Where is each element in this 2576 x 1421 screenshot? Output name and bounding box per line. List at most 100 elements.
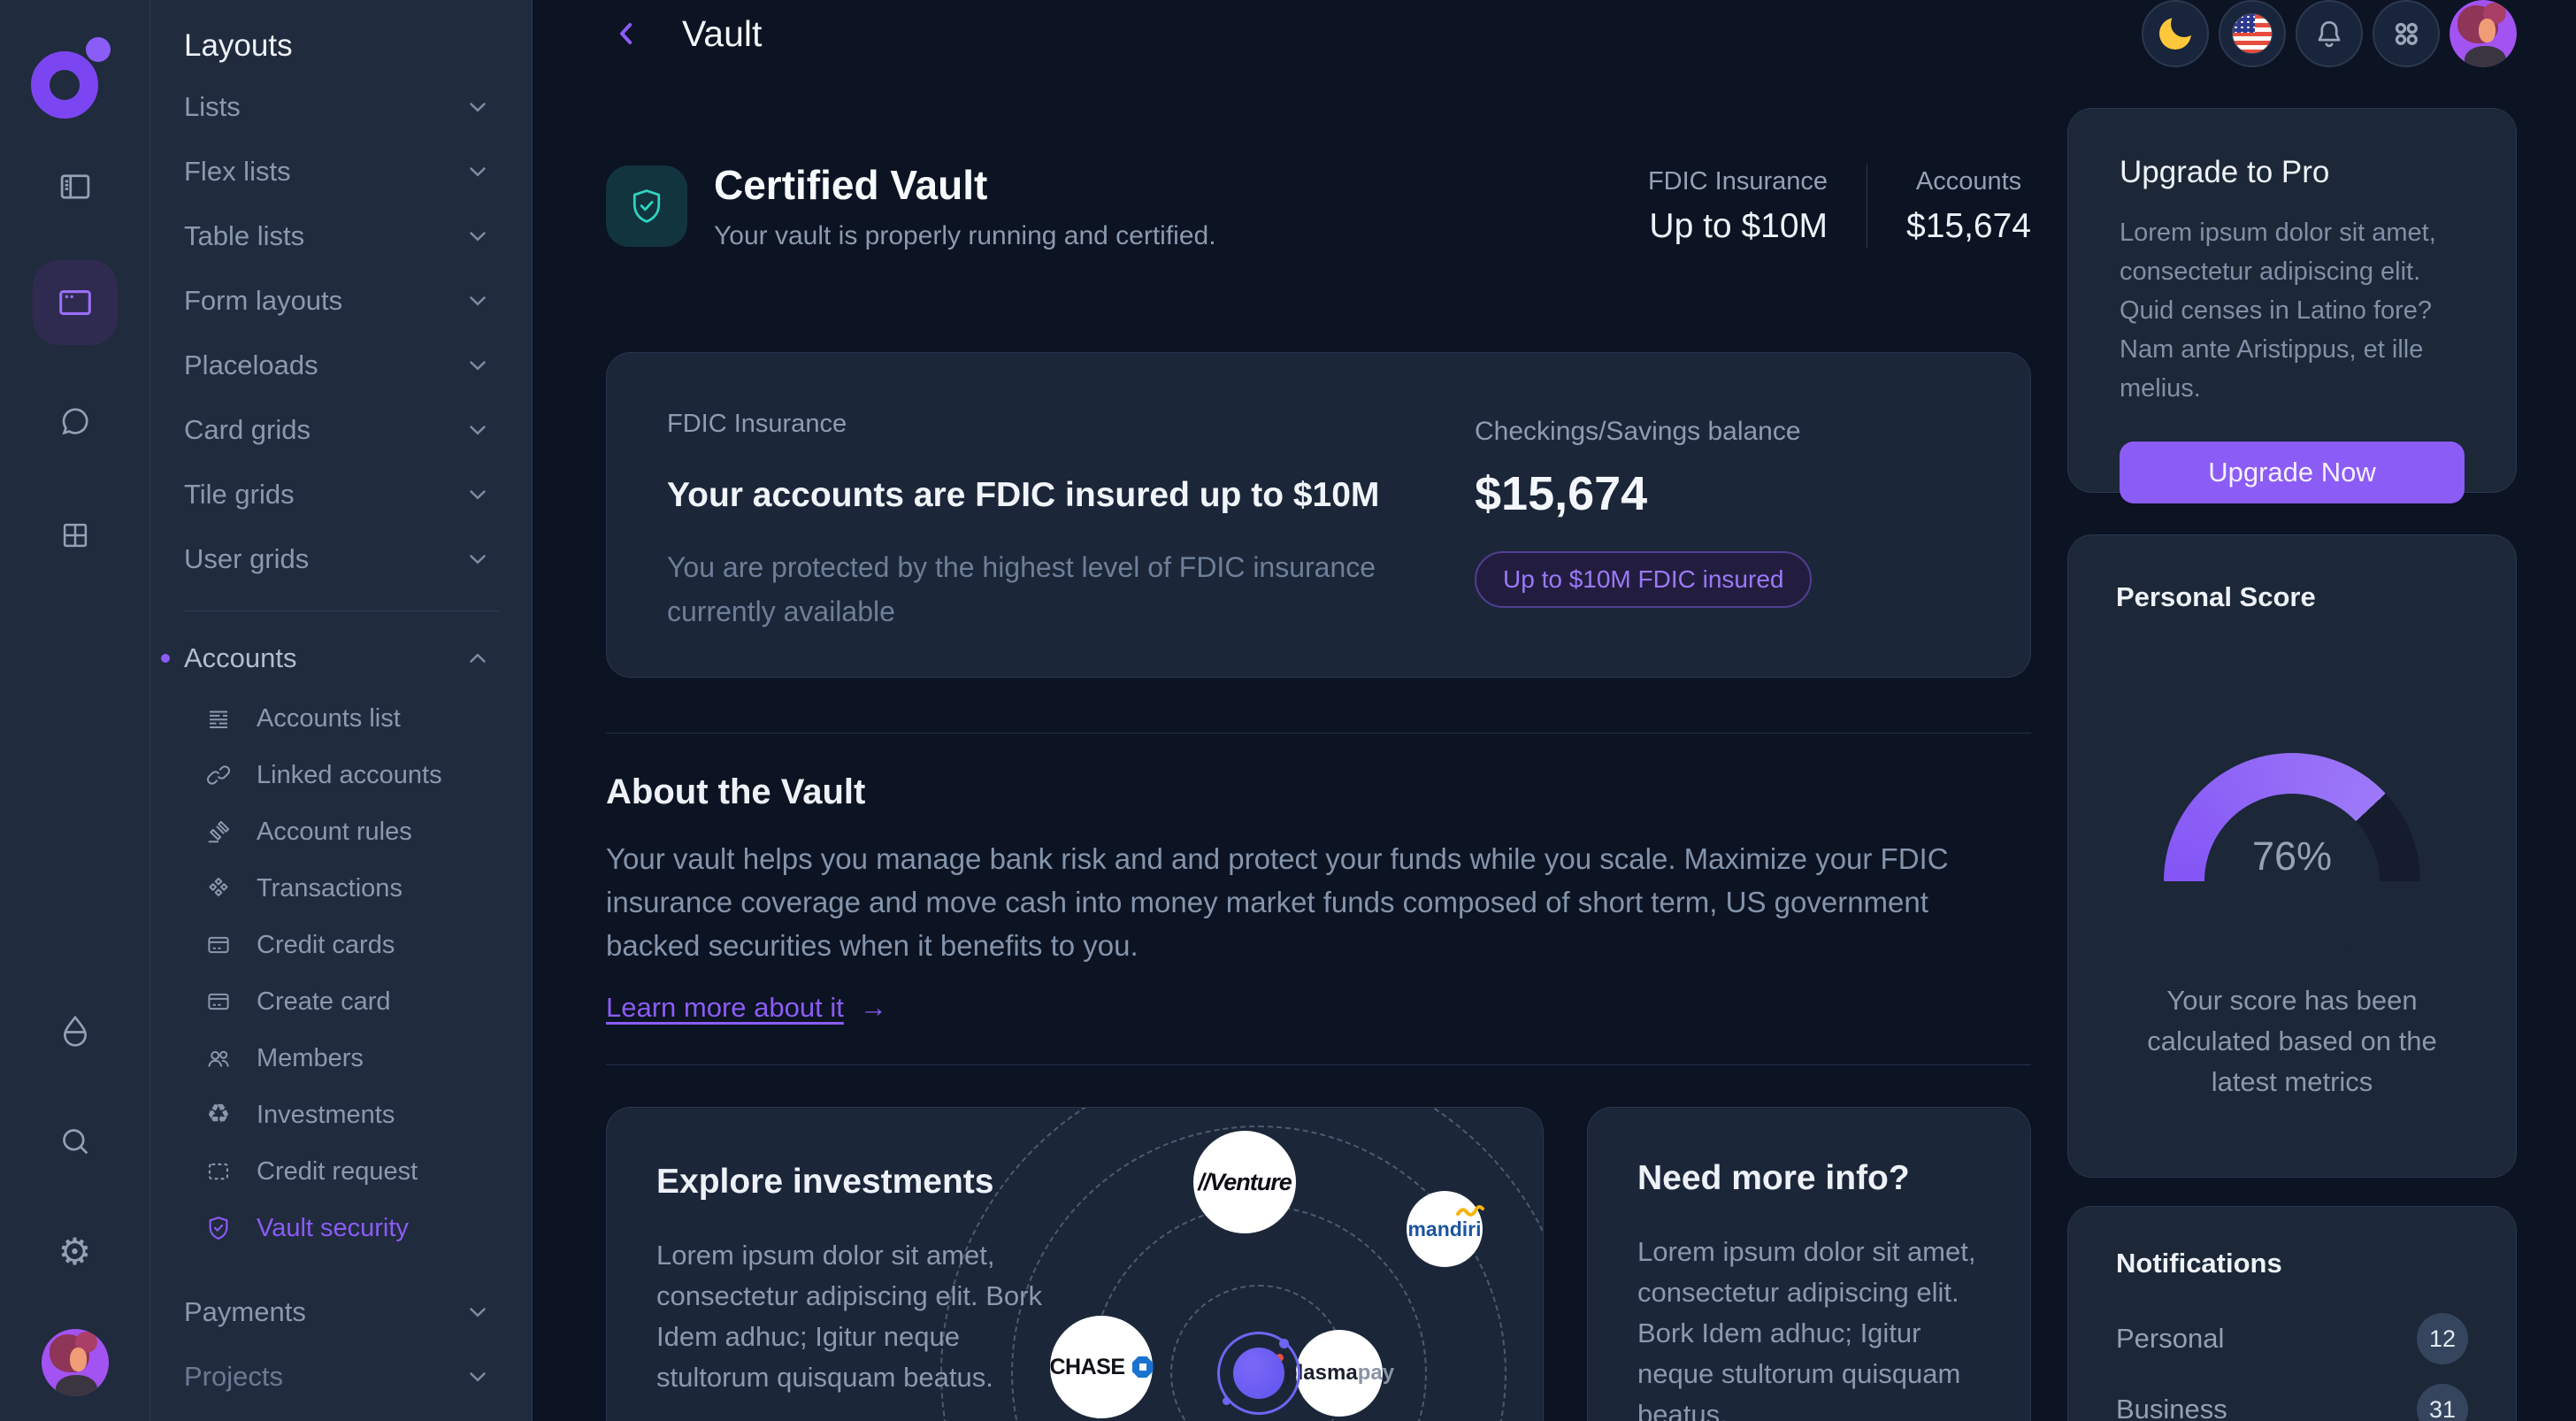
theme-drop-icon[interactable]	[58, 1012, 93, 1048]
sidebar-item-form-layouts[interactable]: Form layouts	[184, 268, 512, 333]
chat-icon[interactable]	[58, 403, 93, 439]
fdic-body: You are protected by the highest level o…	[667, 551, 1376, 627]
need-info-title: Need more info?	[1637, 1159, 1910, 1197]
shield-check-icon	[203, 1215, 234, 1241]
explore-title: Explore investments	[656, 1163, 994, 1201]
grid-icon[interactable]	[58, 518, 92, 552]
sidebar-toggle-icon[interactable]	[57, 168, 94, 205]
logo-dot-icon	[85, 37, 111, 62]
back-button[interactable]	[606, 13, 647, 54]
planet-icon	[1217, 1332, 1300, 1415]
topbar-actions	[2142, 0, 2517, 67]
stat-value: Up to $10M	[1649, 206, 1828, 245]
language-button[interactable]	[2219, 0, 2286, 67]
balance-label: Checkings/Savings balance	[1475, 417, 1801, 446]
count-badge: 12	[2417, 1313, 2468, 1364]
sidebar-subitem-transactions[interactable]: Transactions	[184, 860, 512, 917]
sidebar-subitem-investments[interactable]: ♻ Investments	[184, 1087, 512, 1143]
fdic-insured-badge: Up to $10M FDIC insured	[1475, 551, 1813, 608]
bell-icon	[2318, 20, 2341, 48]
sidebar-subitem-accounts-list[interactable]: Accounts list	[184, 690, 512, 747]
mandiri-wave-icon	[1455, 1204, 1484, 1217]
section-divider	[606, 733, 2031, 734]
sidebar-subitem-linked-accounts[interactable]: Linked accounts	[184, 747, 512, 803]
fdic-headline: Your accounts are FDIC insured up to $10…	[667, 476, 1380, 514]
logo-ring-icon	[30, 51, 98, 119]
chevron-down-icon	[464, 1299, 491, 1325]
sidebar-subitem-create-card[interactable]: Create card	[184, 973, 512, 1030]
sidebar-item-payments[interactable]: Payments	[184, 1279, 512, 1344]
sidebar-subitem-account-rules[interactable]: Account rules	[184, 803, 512, 860]
sidebar-item-projects[interactable]: Projects	[184, 1344, 512, 1409]
upgrade-card: Upgrade to Pro Lorem ipsum dolor sit ame…	[2067, 108, 2517, 503]
score-gauge: 76%	[2164, 753, 2420, 1010]
sidebar-subitem-members[interactable]: Members	[184, 1030, 512, 1087]
user-avatar-button[interactable]	[2450, 0, 2517, 67]
about-section: About the Vault Your vault helps you man…	[606, 772, 2031, 1024]
sidebar-item-placeloads[interactable]: Placeloads	[184, 333, 512, 397]
partner-plasmapay-logo[interactable]: plasmapay	[1275, 1330, 1394, 1417]
moon-icon	[2159, 11, 2197, 50]
sidebar-item-card-grids[interactable]: Card grids	[184, 397, 512, 462]
header-stats: FDIC Insurance Up to $10M Accounts $15,6…	[1648, 164, 2031, 249]
fdic-card-label: FDIC Insurance	[667, 410, 847, 438]
active-section-bullet	[161, 653, 170, 663]
arrow-right-icon: →	[859, 992, 887, 1023]
diamonds-icon	[203, 875, 234, 902]
score-caption: Your score has been calculated based on …	[2147, 985, 2437, 1097]
chevron-up-icon	[464, 645, 491, 672]
personal-score-card: Personal Score 76% Your score has been c…	[2067, 534, 2517, 1178]
avatar	[2450, 0, 2517, 67]
sidebar-item-accounts[interactable]: Accounts	[161, 626, 512, 690]
score-percent: 76%	[2251, 833, 2333, 879]
certified-shield-tile	[606, 165, 687, 247]
upgrade-now-button[interactable]: Upgrade Now	[2120, 442, 2465, 503]
partner-mandiri-logo[interactable]: mandiri	[1407, 1191, 1484, 1267]
certified-title: Certified Vault	[714, 162, 988, 208]
gear-icon[interactable]: ⚙	[58, 1231, 92, 1272]
chevron-down-icon	[464, 94, 491, 120]
chase-octagon-icon	[1131, 1356, 1154, 1378]
notification-row-business[interactable]: Business 31	[2116, 1384, 2468, 1421]
rail-item-layouts-active[interactable]	[32, 260, 118, 345]
users-icon	[203, 1045, 234, 1072]
score-gauge-hole	[2204, 794, 2380, 969]
partner-venture-logo[interactable]: //Venture	[1193, 1131, 1296, 1233]
sidebar-subitem-credit-request[interactable]: Credit request	[184, 1143, 512, 1200]
upgrade-title: Upgrade to Pro	[2120, 155, 2330, 189]
stat-value: $15,674	[1906, 206, 2031, 245]
fdic-insurance-card: FDIC Insurance Your accounts are FDIC in…	[606, 352, 2031, 678]
link-icon	[203, 762, 234, 788]
chevron-down-icon	[464, 352, 491, 379]
gavel-icon	[203, 818, 234, 845]
sidebar-item-flex-lists[interactable]: Flex lists	[184, 139, 512, 204]
page-title: Vault	[682, 12, 763, 54]
sidebar-item-user-grids[interactable]: User grids	[184, 526, 512, 591]
sidebar-item-tile-grids[interactable]: Tile grids	[184, 462, 512, 526]
explore-investments-card[interactable]: Explore investments Lorem ipsum dolor si…	[606, 1107, 1544, 1421]
notification-row-personal[interactable]: Personal 12	[2116, 1313, 2468, 1364]
notifications-button[interactable]	[2296, 0, 2363, 67]
chevron-down-icon	[464, 417, 491, 443]
search-icon[interactable]	[58, 1124, 93, 1159]
notifications-card: Notifications Personal 12 Business 31	[2067, 1206, 2517, 1421]
sidebar-item-lists[interactable]: Lists	[184, 74, 512, 139]
rail-avatar[interactable]	[41, 1329, 109, 1396]
sidebar-subitem-credit-cards[interactable]: Credit cards	[184, 917, 512, 973]
credit-card-icon	[203, 932, 234, 958]
sidebar-item-table-lists[interactable]: Table lists	[184, 204, 512, 268]
shield-check-icon	[632, 189, 661, 223]
balance-value: $15,674	[1475, 467, 1648, 520]
explore-body: Lorem ipsum dolor sit amet, consectetur …	[656, 1240, 1042, 1393]
stat-label: FDIC Insurance	[1647, 166, 1828, 196]
learn-more-link[interactable]: Learn more about it →	[606, 992, 887, 1023]
chevron-down-icon	[464, 546, 491, 572]
partner-chase-logo[interactable]: CHASE	[1050, 1316, 1154, 1418]
sidebar: Layouts Lists Flex lists Table lists For…	[150, 0, 533, 1421]
theme-toggle-button[interactable]	[2142, 0, 2209, 67]
credit-card-icon	[203, 988, 234, 1015]
app-logo[interactable]	[29, 30, 121, 124]
sidebar-subitem-vault-security[interactable]: Vault security	[184, 1200, 512, 1256]
need-more-info-card[interactable]: Need more info? Lorem ipsum dolor sit am…	[1587, 1107, 2031, 1421]
apps-button[interactable]	[2373, 0, 2440, 67]
